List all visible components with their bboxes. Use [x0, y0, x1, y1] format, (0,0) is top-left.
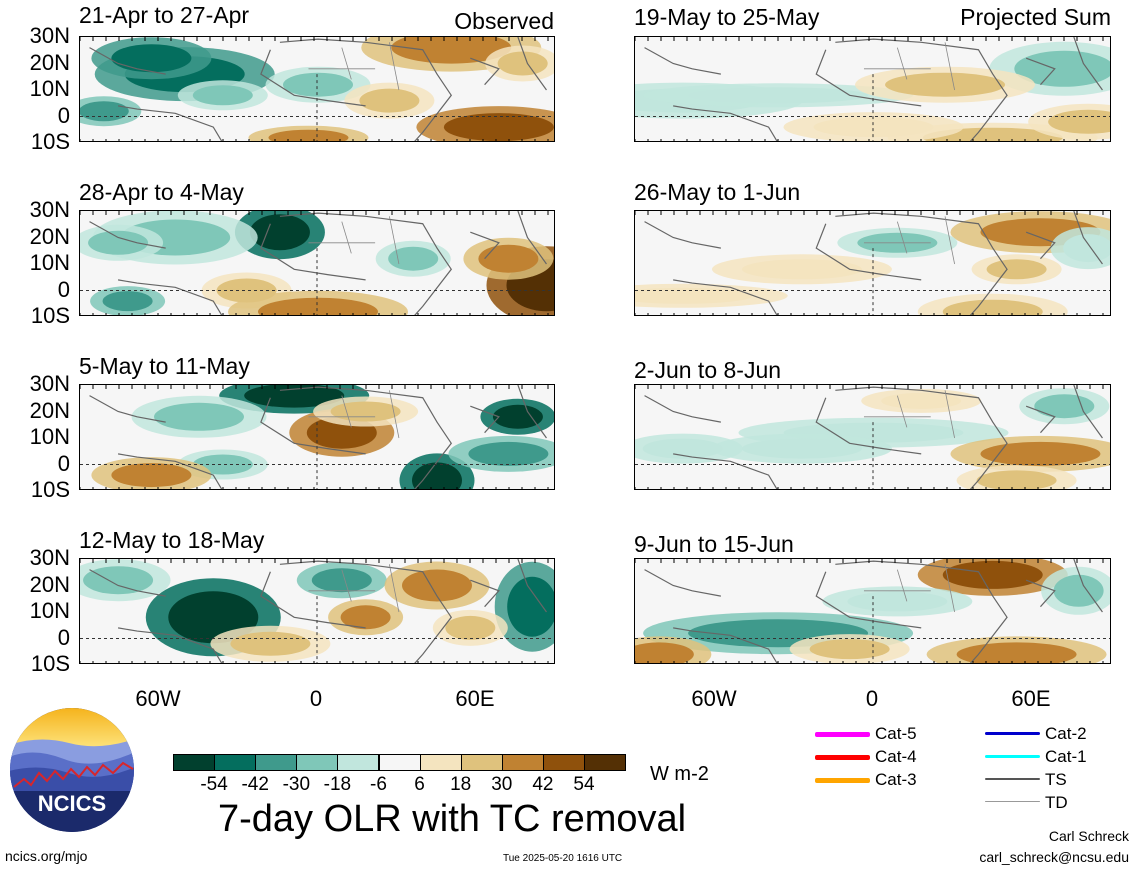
logo-text: NCICS: [38, 791, 106, 816]
olr-map-proj-3: [634, 384, 1111, 490]
olr-map-obs-1: [79, 36, 555, 142]
olr-map-obs-2: [79, 210, 555, 316]
footer-timestamp: Tue 2025-05-20 1616 UTC: [503, 853, 623, 864]
panel-title-obs-1: 21-Apr to 27-Apr: [79, 2, 250, 28]
colorbar-swatch: [173, 754, 216, 771]
projected-label: Projected Sum: [960, 4, 1111, 30]
colorbar-swatch: [378, 754, 421, 771]
legend-label-cat-5: Cat-5: [875, 724, 917, 743]
colorbar-swatch: [419, 754, 462, 771]
panel-title-proj-4: 9-Jun to 15-Jun: [634, 531, 794, 557]
lat-label-row3-0: 30N: [29, 371, 70, 396]
panel-title-obs-3: 5-May to 11-May: [79, 353, 250, 379]
colorbar-units: W m-2: [650, 763, 709, 785]
legend-label-cat-4: Cat-4: [875, 747, 917, 766]
lat-label-row2-2: 10N: [29, 250, 70, 275]
colorbar-tick-label: -42: [241, 774, 269, 795]
lat-label-row1-3: 0: [57, 102, 70, 128]
colorbar-swatch: [584, 754, 627, 771]
olr-map-obs-3: [79, 384, 555, 490]
lat-label-row1-2: 10N: [29, 76, 70, 101]
colorbar-tick-label: 54: [573, 774, 595, 795]
legend-line-cat-3: [815, 778, 870, 783]
lat-label-row4-1: 20N: [29, 571, 70, 597]
panel-title-obs-2: 28-Apr to 4-May: [79, 179, 244, 205]
colorbar-tick-label: -6: [370, 774, 387, 795]
legend-line-cat-1: [985, 755, 1040, 758]
lat-label-row4-2: 10N: [29, 598, 70, 623]
lat-label-row4-4: 10S: [30, 651, 70, 676]
legend-line-cat-4: [815, 755, 870, 760]
lon-label-0-right: 0: [865, 686, 879, 711]
footer-url[interactable]: ncics.org/mjo: [5, 848, 88, 864]
colorbar-tick-label: -54: [200, 774, 228, 795]
lat-label-row2-1: 20N: [29, 223, 70, 249]
colorbar-swatch: [214, 754, 257, 771]
colorbar-tick-label: 42: [532, 774, 554, 795]
ncics-logo: NCICS: [9, 707, 135, 833]
lat-label-row3-3: 0: [57, 450, 70, 476]
legend-line-cat-2: [985, 732, 1040, 735]
lat-label-row1-1: 20N: [29, 49, 70, 75]
olr-map-proj-1: [634, 36, 1111, 142]
legend-label-cat-1: Cat-1: [1045, 747, 1087, 766]
olr-map-proj-4: [634, 558, 1111, 664]
colorbar-tick-label: -30: [282, 774, 311, 795]
panel-title-obs-4: 12-May to 18-May: [79, 527, 265, 553]
legend-label-cat-3: Cat-3: [875, 770, 917, 789]
legend-label-ts: TS: [1045, 770, 1067, 789]
legend-label-td: TD: [1045, 793, 1068, 812]
panel-title-proj-3: 2-Jun to 8-Jun: [634, 357, 782, 383]
lon-label-60w-right: 60W: [691, 686, 737, 711]
legend-label-cat-2: Cat-2: [1045, 724, 1087, 743]
colorbar-tick-label: 18: [450, 774, 472, 795]
panel-title-proj-2: 26-May to 1-Jun: [634, 179, 801, 205]
colorbar-swatch: [460, 754, 503, 771]
colorbar-swatch: [542, 754, 585, 771]
colorbar-tick-label: 6: [414, 774, 425, 795]
lat-label-row1-0: 30N: [29, 23, 70, 48]
lat-label-row3-2: 10N: [29, 424, 70, 449]
colorbar-swatch: [501, 754, 544, 771]
lat-label-row2-4: 10S: [30, 303, 70, 328]
lat-label-row1-4: 10S: [30, 129, 70, 154]
lat-label-row2-0: 30N: [29, 197, 70, 222]
lat-label-row4-0: 30N: [29, 545, 70, 570]
footer-author: Carl Schreck: [1048, 828, 1129, 844]
colorbar-tick-label: 30: [491, 774, 513, 795]
colorbar-tick-label: -18: [323, 774, 352, 795]
lon-label-0-left: 0: [309, 686, 323, 711]
lon-label-60e-left: 60E: [455, 686, 495, 711]
colorbar-swatch: [337, 754, 380, 771]
colorbar-swatch: [296, 754, 339, 771]
legend-line-td: [985, 801, 1040, 802]
colorbar-swatch: [255, 754, 298, 771]
lat-label-row3-4: 10S: [30, 477, 70, 502]
legend-line-cat-5: [815, 732, 870, 737]
legend-line-ts: [985, 778, 1040, 780]
olr-map-obs-4: [79, 558, 555, 664]
olr-map-proj-2: [634, 210, 1111, 316]
lon-label-60e-right: 60E: [1011, 686, 1051, 711]
lat-label-row2-3: 0: [57, 276, 70, 302]
lat-label-row3-1: 20N: [29, 397, 70, 423]
footer-email[interactable]: carl_schreck@ncsu.edu: [979, 849, 1129, 865]
panel-title-proj-1: 19-May to 25-May: [634, 4, 820, 30]
figure-title: 7-day OLR with TC removal: [218, 798, 687, 840]
lon-label-60w-left: 60W: [135, 686, 181, 711]
observed-label: Observed: [454, 8, 554, 34]
lat-label-row4-3: 0: [57, 624, 70, 650]
